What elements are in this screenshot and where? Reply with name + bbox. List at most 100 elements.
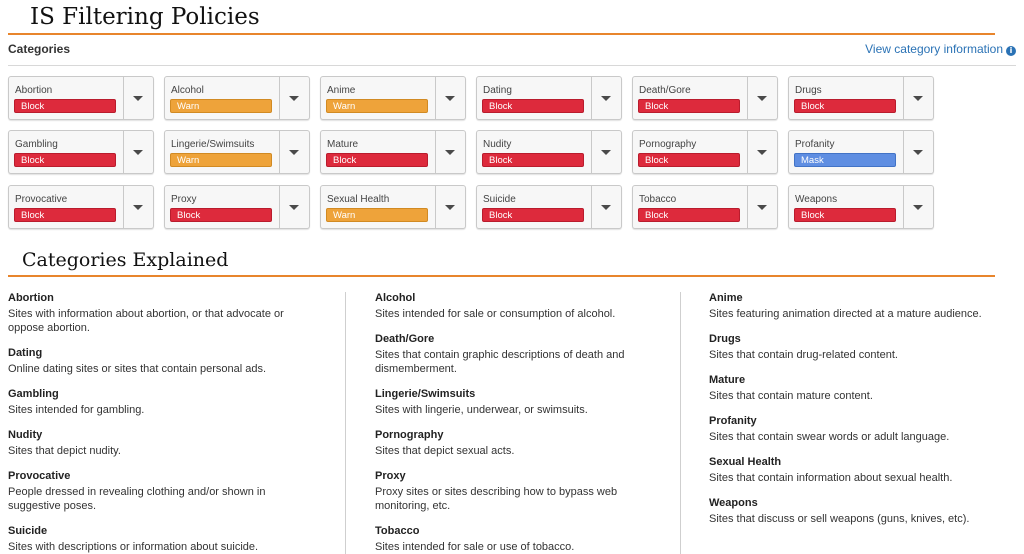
category-dropdown-button[interactable] bbox=[747, 131, 777, 173]
categories-explained-title: Categories Explained bbox=[22, 247, 228, 273]
category-dropdown-button[interactable] bbox=[591, 131, 621, 173]
category-dropdown-button[interactable] bbox=[747, 77, 777, 119]
category-dropdown-button[interactable] bbox=[123, 186, 153, 228]
category-select-death-gore[interactable]: Death/Gore Block bbox=[633, 77, 748, 119]
category-select-nudity[interactable]: Nudity Block bbox=[477, 131, 592, 173]
category-select-sexual-health[interactable]: Sexual Health Warn bbox=[321, 186, 436, 228]
category-card-proxy: Proxy Block bbox=[164, 185, 310, 229]
category-card-pornography: Pornography Block bbox=[632, 130, 778, 174]
category-name: Nudity bbox=[483, 139, 511, 151]
category-dropdown-button[interactable] bbox=[279, 131, 309, 173]
explanation-entry-nudity: Nudity Sites that depict nudity. bbox=[8, 429, 304, 458]
category-select-tobacco[interactable]: Tobacco Block bbox=[633, 186, 748, 228]
explanation-name: Abortion bbox=[8, 292, 304, 304]
category-card-drugs: Drugs Block bbox=[788, 76, 934, 120]
category-select-provocative[interactable]: Provocative Block bbox=[9, 186, 124, 228]
category-select-abortion[interactable]: Abortion Block bbox=[9, 77, 124, 119]
chevron-down-icon bbox=[133, 96, 143, 101]
chevron-down-icon bbox=[913, 205, 923, 210]
chevron-down-icon bbox=[445, 96, 455, 101]
category-select-profanity[interactable]: Profanity Mask bbox=[789, 131, 904, 173]
category-name: Suicide bbox=[483, 194, 516, 206]
explanation-description: Sites that contain mature content. bbox=[709, 389, 1005, 403]
category-name: Mature bbox=[327, 139, 358, 151]
explanation-description: Sites that discuss or sell weapons (guns… bbox=[709, 512, 1005, 526]
category-dropdown-button[interactable] bbox=[903, 131, 933, 173]
category-dropdown-button[interactable] bbox=[435, 186, 465, 228]
action-badge: Block bbox=[638, 99, 740, 113]
chevron-down-icon bbox=[289, 150, 299, 155]
category-select-pornography[interactable]: Pornography Block bbox=[633, 131, 748, 173]
chevron-down-icon bbox=[601, 96, 611, 101]
explanation-name: Lingerie/Swimsuits bbox=[375, 388, 671, 400]
chevron-down-icon bbox=[757, 205, 767, 210]
explanation-description: Sites intended for gambling. bbox=[8, 403, 304, 417]
category-name: Profanity bbox=[795, 139, 834, 151]
explanation-description: Sites with information about abortion, o… bbox=[8, 307, 304, 335]
category-name: Alcohol bbox=[171, 85, 204, 97]
category-dropdown-button[interactable] bbox=[903, 186, 933, 228]
action-badge: Block bbox=[638, 208, 740, 222]
explanation-name: Pornography bbox=[375, 429, 671, 441]
category-card-provocative: Provocative Block bbox=[8, 185, 154, 229]
category-dropdown-button[interactable] bbox=[591, 77, 621, 119]
explanation-entry-anime: Anime Sites featuring animation directed … bbox=[709, 292, 1005, 321]
explanation-name: Sexual Health bbox=[709, 456, 1005, 468]
category-card-anime: Anime Warn bbox=[320, 76, 466, 120]
category-select-suicide[interactable]: Suicide Block bbox=[477, 186, 592, 228]
chevron-down-icon bbox=[445, 150, 455, 155]
explained-column-1: Abortion Sites with information about abo… bbox=[8, 292, 304, 554]
category-card-sexual-health: Sexual Health Warn bbox=[320, 185, 466, 229]
category-card-nudity: Nudity Block bbox=[476, 130, 622, 174]
category-card-dating: Dating Block bbox=[476, 76, 622, 120]
chevron-down-icon bbox=[289, 96, 299, 101]
category-select-weapons[interactable]: Weapons Block bbox=[789, 186, 904, 228]
explanation-entry-proxy: Proxy Proxy sites or sites describing how… bbox=[375, 470, 671, 513]
category-select-mature[interactable]: Mature Block bbox=[321, 131, 436, 173]
category-dropdown-button[interactable] bbox=[591, 186, 621, 228]
category-dropdown-button[interactable] bbox=[435, 77, 465, 119]
category-name: Provocative bbox=[15, 194, 67, 206]
category-dropdown-button[interactable] bbox=[903, 77, 933, 119]
explanation-entry-profanity: Profanity Sites that contain swear words … bbox=[709, 415, 1005, 444]
chevron-down-icon bbox=[601, 205, 611, 210]
action-badge: Block bbox=[482, 153, 584, 167]
explanation-description: Sites with descriptions or information a… bbox=[8, 540, 304, 554]
category-select-drugs[interactable]: Drugs Block bbox=[789, 77, 904, 119]
chevron-down-icon bbox=[913, 96, 923, 101]
chevron-down-icon bbox=[133, 205, 143, 210]
category-dropdown-button[interactable] bbox=[747, 186, 777, 228]
chevron-down-icon bbox=[289, 205, 299, 210]
explanation-entry-gambling: Gambling Sites intended for gambling. bbox=[8, 388, 304, 417]
category-card-tobacco: Tobacco Block bbox=[632, 185, 778, 229]
explanation-description: Sites that contain information about sex… bbox=[709, 471, 1005, 485]
category-dropdown-button[interactable] bbox=[123, 77, 153, 119]
action-badge: Block bbox=[14, 99, 116, 113]
action-badge: Warn bbox=[170, 99, 272, 113]
category-dropdown-button[interactable] bbox=[435, 131, 465, 173]
explained-column-2: Alcohol Sites intended for sale or consum… bbox=[375, 292, 671, 554]
category-card-abortion: Abortion Block bbox=[8, 76, 154, 120]
category-select-gambling[interactable]: Gambling Block bbox=[9, 131, 124, 173]
view-category-information-link[interactable]: View category information i bbox=[865, 42, 1016, 56]
explanation-name: Dating bbox=[8, 347, 304, 359]
category-dropdown-button[interactable] bbox=[123, 131, 153, 173]
category-dropdown-button[interactable] bbox=[279, 77, 309, 119]
category-select-lingerie-swimsuits[interactable]: Lingerie/Swimsuits Warn bbox=[165, 131, 280, 173]
category-select-dating[interactable]: Dating Block bbox=[477, 77, 592, 119]
info-icon: i bbox=[1006, 46, 1016, 56]
action-badge: Warn bbox=[326, 99, 428, 113]
category-card-lingerie-swimsuits: Lingerie/Swimsuits Warn bbox=[164, 130, 310, 174]
explanation-description: People dressed in revealing clothing and… bbox=[8, 485, 304, 513]
explanation-description: Sites that contain graphic descriptions … bbox=[375, 348, 671, 376]
explanation-name: Drugs bbox=[709, 333, 1005, 345]
explanation-name: Gambling bbox=[8, 388, 304, 400]
category-select-proxy[interactable]: Proxy Block bbox=[165, 186, 280, 228]
explanation-name: Nudity bbox=[8, 429, 304, 441]
category-select-alcohol[interactable]: Alcohol Warn bbox=[165, 77, 280, 119]
explanation-name: Profanity bbox=[709, 415, 1005, 427]
explanation-entry-lingerie-swimsuits: Lingerie/Swimsuits Sites with lingerie, u… bbox=[375, 388, 671, 417]
category-select-anime[interactable]: Anime Warn bbox=[321, 77, 436, 119]
action-badge: Block bbox=[170, 208, 272, 222]
category-dropdown-button[interactable] bbox=[279, 186, 309, 228]
